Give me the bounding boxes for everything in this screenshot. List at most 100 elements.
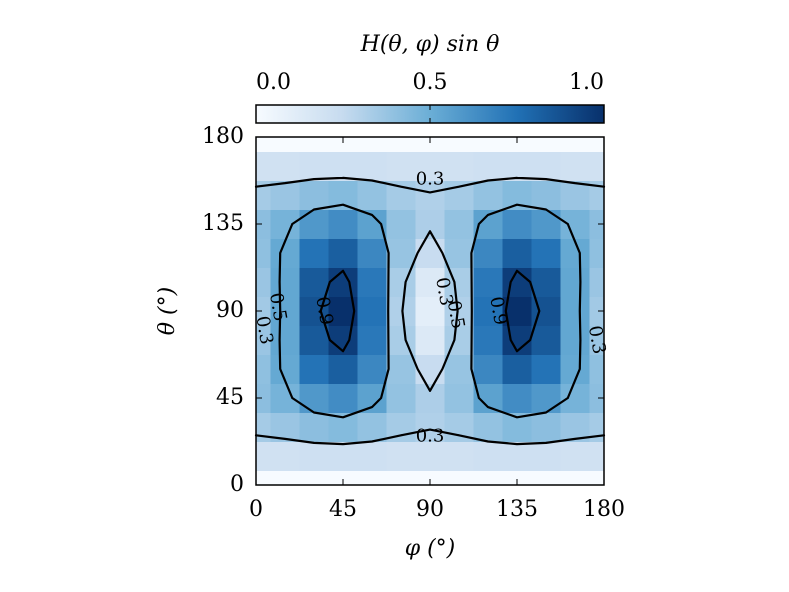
heatmap-cell — [256, 470, 271, 486]
heatmap-cell — [386, 209, 416, 239]
overlay: 0.30.30.30.5 0.90.30.5 0.90.30 45 90 135 18004… — [202, 70, 625, 522]
heatmap-cell — [560, 296, 590, 326]
heatmap-cell — [299, 267, 329, 297]
y-tick-label: 180 — [202, 124, 244, 149]
heatmap-cell — [357, 180, 387, 210]
heatmap-cell — [560, 383, 590, 413]
heatmap-cell — [328, 151, 358, 181]
contour-label: 0.3 — [416, 169, 445, 190]
contour-label: 0.3 — [431, 276, 457, 308]
heatmap-cell — [473, 325, 503, 355]
heatmap-cell — [589, 180, 605, 210]
heatmap-cell — [415, 325, 445, 355]
heatmap-cell — [256, 238, 271, 268]
heatmap-cell — [386, 296, 416, 326]
heatmap-cell — [415, 412, 445, 442]
heatmap-cell — [270, 383, 300, 413]
heatmap-cell — [386, 325, 416, 355]
heatmap-cell — [589, 470, 605, 486]
heatmap-cell — [531, 151, 561, 181]
heatmap-cell — [502, 151, 532, 181]
heatmap-cell — [444, 238, 474, 268]
heatmap-cell — [415, 180, 445, 210]
heatmap-cell — [415, 209, 445, 239]
heatmap-cell — [589, 209, 605, 239]
heatmap-cell — [589, 383, 605, 413]
heatmap-cell — [256, 267, 271, 297]
colorbar-label: H(θ, φ) sin θ — [360, 32, 500, 57]
heatmap-cell — [357, 151, 387, 181]
heatmap-cell — [357, 470, 387, 486]
contour-label: 0.5 — [443, 299, 469, 331]
heatmap-cell — [473, 441, 503, 471]
heatmap-cell — [256, 383, 271, 413]
heatmap-cell — [473, 151, 503, 181]
heatmap-cell — [531, 354, 561, 384]
heatmap-cell — [299, 151, 329, 181]
heatmap-cell — [386, 137, 416, 152]
heatmap-cell — [444, 354, 474, 384]
heatmap-cell — [328, 137, 358, 152]
x-tick-label: 0 — [249, 497, 263, 522]
contour-label: 0.5 — [265, 291, 291, 323]
heatmap-cell — [270, 325, 300, 355]
heatmap-cell — [415, 137, 445, 152]
heatmap-cell — [589, 238, 605, 268]
y-tick-label: 90 — [216, 298, 244, 323]
heatmap-cell — [299, 209, 329, 239]
heatmap-cell — [357, 441, 387, 471]
contour-label: 0.9 — [311, 295, 337, 327]
heatmap-cell — [560, 267, 590, 297]
heatmap-cell — [444, 151, 474, 181]
heatmap-cell — [560, 209, 590, 239]
heatmap-cell — [299, 470, 329, 486]
heatmap-cell — [531, 267, 561, 297]
heatmap-cell — [299, 441, 329, 471]
heatmap-cell — [560, 137, 590, 152]
heatmap-cell — [589, 325, 605, 355]
heatmap-cell — [256, 137, 271, 152]
contour-label: 0.3 — [584, 324, 610, 356]
heatmap-cell — [560, 470, 590, 486]
heatmap-cell — [473, 267, 503, 297]
heatmap-cell — [415, 383, 445, 413]
heatmap-cell — [270, 296, 300, 326]
heatmap-cell — [328, 383, 358, 413]
heatmap-cell — [299, 325, 329, 355]
y-tick-label: 0 — [230, 472, 244, 497]
heatmap-cell — [444, 383, 474, 413]
colorbar-tick-label: 1.0 — [569, 70, 604, 95]
heatmap-cell — [357, 267, 387, 297]
heatmap-cell — [531, 383, 561, 413]
heatmap-cell — [357, 325, 387, 355]
heatmap-cell — [444, 470, 474, 486]
heatmap-cell — [256, 180, 271, 210]
heatmap-cell — [256, 325, 271, 355]
heatmap-cell — [256, 354, 271, 384]
heatmap-cell — [473, 470, 503, 486]
heatmap-cell — [531, 137, 561, 152]
heatmap-cell — [256, 151, 271, 181]
heatmap-cell — [415, 151, 445, 181]
x-tick-label: 45 — [329, 497, 357, 522]
heatmap-cell — [256, 412, 271, 442]
heatmap-cell — [589, 267, 605, 297]
heatmap-cell — [502, 354, 532, 384]
heatmap-cell — [531, 412, 561, 442]
heatmap-cell — [531, 209, 561, 239]
colorbar-tick-label: 0.0 — [256, 70, 291, 95]
heatmap-cell — [270, 470, 300, 486]
x-tick-label: 90 — [416, 497, 444, 522]
x-tick-label: 180 — [583, 497, 625, 522]
contour-label: 0.9 — [485, 295, 511, 327]
heatmap-cell — [256, 441, 271, 471]
heatmap-cell — [531, 470, 561, 486]
heatmap-cell — [473, 180, 503, 210]
contour-label: 0.3 — [416, 426, 445, 447]
heatmap-cell — [502, 137, 532, 152]
heatmap-cell — [328, 441, 358, 471]
heatmap-cell — [560, 441, 590, 471]
heatmap-cell — [357, 412, 387, 442]
heatmap-cell — [473, 354, 503, 384]
heatmap-cell — [473, 238, 503, 268]
